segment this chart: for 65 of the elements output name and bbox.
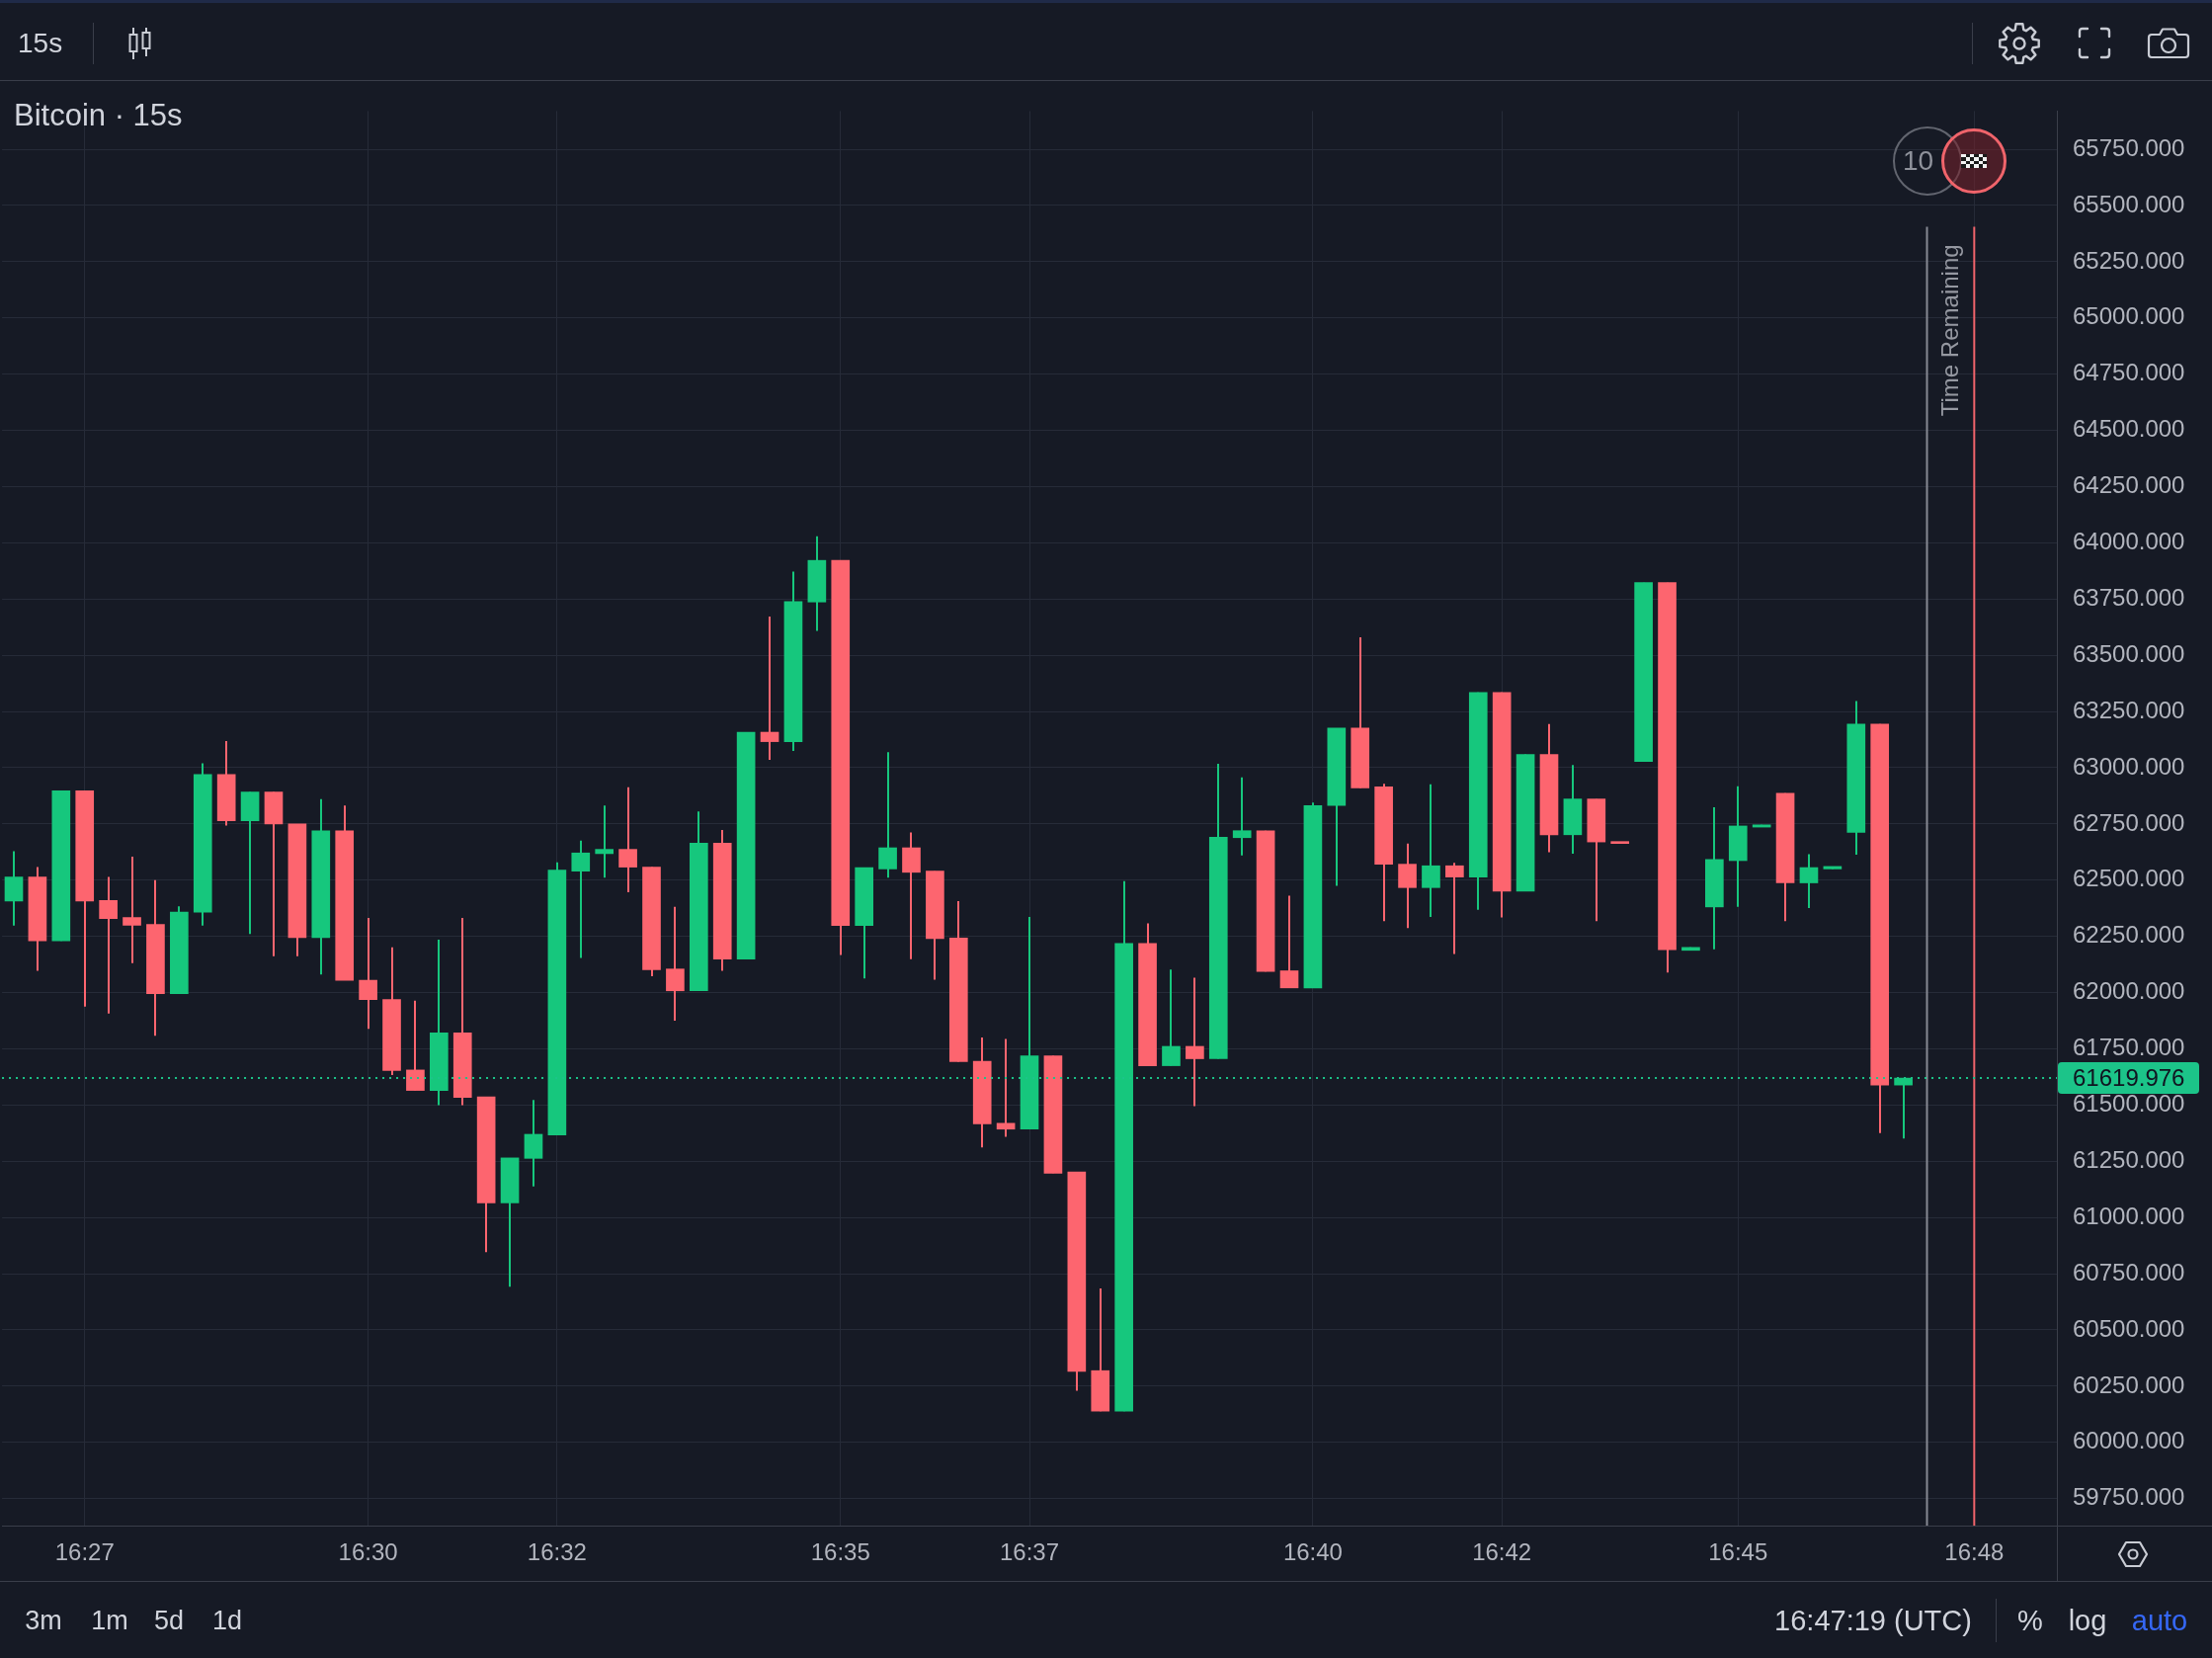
candlestick xyxy=(595,804,614,879)
annotation: 10 xyxy=(1902,144,1934,178)
candlestick xyxy=(1422,783,1440,918)
y-tick-label: 64500.000 xyxy=(2073,415,2185,443)
y-tick-label: 64250.000 xyxy=(2073,471,2185,499)
ref-line-label: 61619.976 xyxy=(2073,1063,2185,1091)
y-tick-label: 63000.000 xyxy=(2073,752,2185,780)
x-tick-label: 16:42 xyxy=(1472,1538,1532,1566)
x-tick-label: 16:37 xyxy=(999,1538,1060,1566)
y-tick-label: 61000.000 xyxy=(2073,1202,2185,1229)
text: 1d xyxy=(211,1606,243,1637)
text: 3m xyxy=(25,1606,62,1637)
text: % xyxy=(2017,1605,2043,1638)
text: auto xyxy=(2131,1605,2188,1638)
y-tick-label: 63250.000 xyxy=(2073,696,2185,723)
y-tick-label: 64000.000 xyxy=(2073,528,2185,555)
candlestick xyxy=(1162,968,1181,1067)
candlestick xyxy=(618,786,637,894)
candlestick xyxy=(996,1037,1016,1138)
x-tick-label: 16:27 xyxy=(54,1538,115,1566)
candlestick xyxy=(666,905,685,1023)
candlestick xyxy=(406,999,425,1092)
y-tick-label: 60000.000 xyxy=(2073,1427,2185,1454)
candlestick xyxy=(1279,894,1299,989)
candlestick xyxy=(1799,853,1819,910)
text: 1m xyxy=(91,1606,128,1637)
candlestick xyxy=(1445,862,1464,955)
y-tick-label: 62750.000 xyxy=(2073,808,2185,836)
y-tick-label: 65500.000 xyxy=(2073,190,2185,217)
text: Time Remaining xyxy=(1936,244,1964,417)
text: 16:47:19 (UTC) xyxy=(1774,1605,1972,1638)
y-tick-label: 65000.000 xyxy=(2073,302,2185,330)
y-tick-label: 64750.000 xyxy=(2073,359,2185,386)
x-tick-label: 16:40 xyxy=(1282,1538,1343,1566)
y-tick-label: 65250.000 xyxy=(2073,246,2185,274)
candlestick xyxy=(99,875,118,1015)
candlestick xyxy=(878,751,897,879)
y-tick-label: 61750.000 xyxy=(2073,1034,2185,1061)
x-tick-label: 16:30 xyxy=(338,1538,398,1566)
y-tick-label: 63750.000 xyxy=(2073,583,2185,611)
y-tick-label: 61250.000 xyxy=(2073,1145,2185,1173)
y-tick-label: 63500.000 xyxy=(2073,639,2185,667)
y-tick-label: 60750.000 xyxy=(2073,1258,2185,1285)
y-tick-label: 59750.000 xyxy=(2073,1483,2185,1511)
candlestick xyxy=(359,917,377,1031)
candlestick xyxy=(1232,776,1252,857)
x-tick-label: 16:48 xyxy=(1944,1538,2005,1566)
y-tick-label: 60500.000 xyxy=(2073,1314,2185,1342)
text: log xyxy=(2068,1605,2107,1638)
candlestick xyxy=(571,839,591,959)
y-tick-label: 65750.000 xyxy=(2073,133,2185,161)
text: 15s xyxy=(18,27,63,60)
y-tick-label: 62000.000 xyxy=(2073,977,2185,1005)
candlestick xyxy=(123,855,141,964)
y-tick-label: 61500.000 xyxy=(2073,1090,2185,1118)
y-tick-label: 62250.000 xyxy=(2073,921,2185,949)
candlestick xyxy=(760,616,779,762)
y-tick-label: 60250.000 xyxy=(2073,1370,2185,1398)
chart-title: Bitcoin · 15s xyxy=(14,98,183,133)
text: 5d xyxy=(153,1606,185,1637)
y-tick-label: 62500.000 xyxy=(2073,865,2185,892)
x-tick-label: 16:35 xyxy=(810,1538,870,1566)
candlestick xyxy=(1186,976,1204,1108)
x-tick-label: 16:32 xyxy=(527,1538,587,1566)
x-tick-label: 16:45 xyxy=(1708,1538,1768,1566)
